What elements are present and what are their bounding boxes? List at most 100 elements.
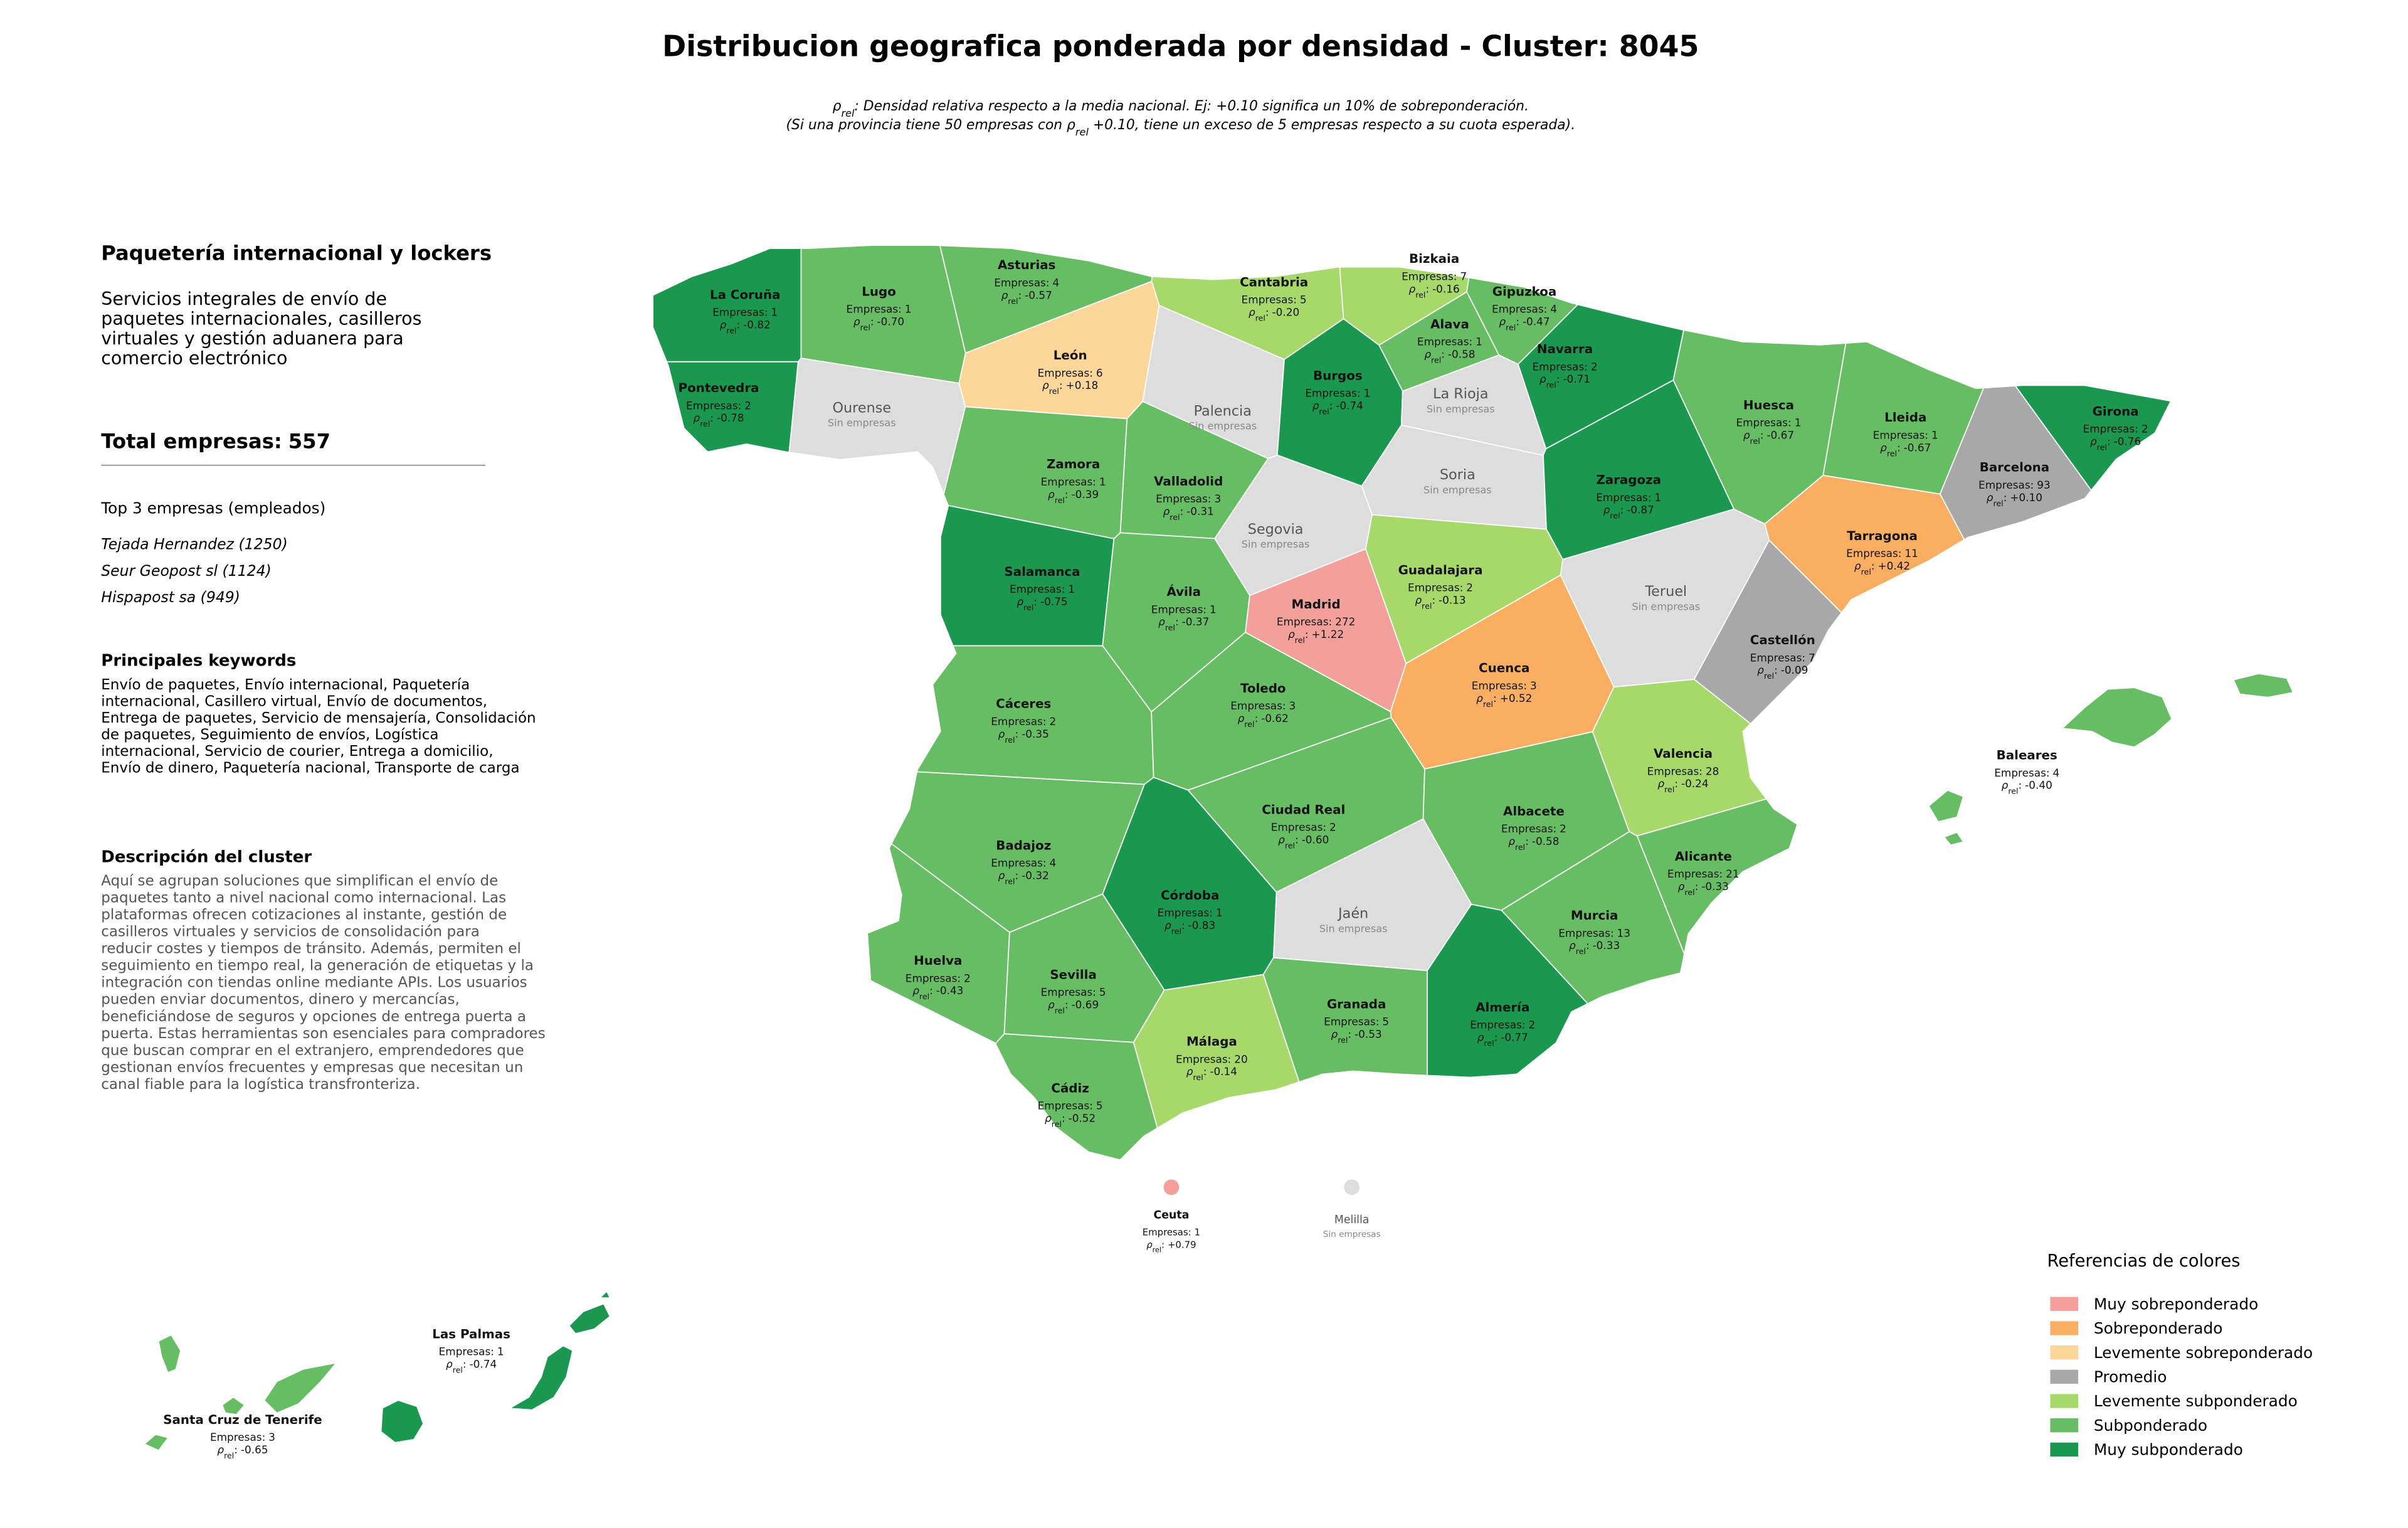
- rho-subscript: rel: [1861, 566, 1871, 576]
- province-name: Segovia: [1248, 521, 1304, 538]
- rho-subscript: rel: [726, 326, 736, 335]
- rho-value: -0.47: [1523, 315, 1550, 327]
- rho-value: -0.37: [1182, 615, 1210, 628]
- legend: Referencias de colores Muy sobreponderad…: [2047, 1251, 2313, 1458]
- note-line: ρrel: Densidad relativa respecto a la me…: [833, 98, 1529, 119]
- rho-line: ρrel: -0.53: [1331, 1028, 1382, 1045]
- empresas-value: 1: [1068, 583, 1075, 595]
- rho-line: ρrel: -0.76: [2090, 435, 2141, 451]
- info-panel: Paquetería internacional y lockers Total…: [100, 241, 545, 1093]
- rho-value: -0.20: [1272, 306, 1300, 319]
- empresas-label: Empresas:: [1472, 679, 1527, 692]
- empresas-label: Empresas:: [994, 276, 1049, 289]
- rho-colon: :: [1674, 777, 1678, 790]
- province-name: Baleares: [1997, 748, 2057, 763]
- empresas-label: Empresas:: [1417, 336, 1472, 348]
- empresas-label: Empresas:: [1558, 926, 1613, 939]
- rho-colon: :: [870, 315, 874, 327]
- no-data-label: Sin empresas: [1423, 484, 1492, 496]
- cluster-line: casilleros virtuales y servicios de cons…: [101, 924, 480, 940]
- empresas-label: Empresas:: [1242, 294, 1297, 306]
- rho-colon: :: [1774, 664, 1778, 676]
- rho-value: +0.79: [1168, 1239, 1196, 1250]
- province-name: Valencia: [1654, 746, 1713, 761]
- island: [221, 1396, 245, 1415]
- empresas-line: Empresas: 1: [1596, 491, 1661, 504]
- empresas-label: Empresas:: [1492, 303, 1547, 316]
- legend-swatch: [2050, 1297, 2079, 1311]
- rho-value: +0.42: [1877, 560, 1910, 572]
- empresas-value: 1: [905, 303, 912, 316]
- no-data-label: Sin empresas: [1427, 403, 1495, 415]
- province-name: Murcia: [1571, 908, 1619, 923]
- rho-line: ρrel: -0.58: [1508, 835, 1559, 852]
- rho-colon: :: [1620, 504, 1624, 516]
- rho-symbol: ρ: [1678, 880, 1685, 893]
- rho-subscript: rel: [1193, 1073, 1203, 1082]
- rho-symbol: ρ: [1880, 441, 1887, 454]
- city: [1163, 1179, 1180, 1196]
- rho-subscript: rel: [1008, 296, 1018, 305]
- empresas-line: Empresas: 5: [1242, 294, 1307, 306]
- province-name: Ciudad Real: [1262, 802, 1345, 817]
- rho-colon: :: [1062, 1112, 1065, 1125]
- rho-value: -0.14: [1210, 1065, 1237, 1078]
- rho-subscript: rel: [1338, 1035, 1348, 1044]
- rho-line: ρrel: -0.24: [1657, 777, 1708, 794]
- empresas-line: Empresas: 1: [712, 306, 778, 319]
- rho-subscript: rel: [1170, 512, 1180, 522]
- empresas-value: 1: [1654, 491, 1661, 504]
- empresas-value: 5: [1099, 986, 1106, 999]
- rho-symbol: ρ: [1477, 1031, 1484, 1044]
- province-name: Salamanca: [1004, 565, 1080, 579]
- rho-colon: :: [1516, 315, 1519, 327]
- rho-colon: :: [1033, 595, 1037, 608]
- rho-symbol: ρ: [1987, 491, 1993, 504]
- map-title: Distribucion geografica ponderada por de…: [662, 29, 1699, 63]
- empresas-line: Empresas: 6: [1038, 366, 1103, 379]
- total-value: 557: [288, 429, 330, 453]
- rho-line: ρrel: -0.60: [1278, 834, 1329, 851]
- rho-value: -0.67: [1904, 441, 1931, 454]
- empresas-line: Empresas: 2: [1501, 822, 1566, 835]
- empresas-value: 2: [964, 972, 971, 984]
- rho-symbol: ρ: [1045, 1112, 1052, 1125]
- empresas-value: 1: [1099, 475, 1106, 488]
- note-text: (Si una provincia tiene 50 empresas con: [786, 117, 1067, 133]
- empresas-label: Empresas:: [1143, 1227, 1191, 1238]
- empresas-line: Empresas: 2: [1271, 821, 1336, 834]
- legend-label: Promedio: [2094, 1368, 2167, 1386]
- legend-label: Muy sobreponderado: [2094, 1295, 2258, 1313]
- rho-value: -0.78: [717, 411, 744, 424]
- rho-symbol: ρ: [720, 318, 727, 331]
- rho-line: ρrel: -0.16: [1409, 282, 1460, 299]
- cluster-title: Descripción del cluster: [101, 847, 312, 866]
- keywords-title: Principales keywords: [101, 652, 296, 671]
- rho-value: -0.33: [1593, 939, 1620, 952]
- province-name: Toledo: [1240, 681, 1286, 696]
- province-name: Teruel: [1644, 583, 1687, 600]
- empresas-value: 1: [497, 1345, 504, 1358]
- legend-label: Muy subponderado: [2094, 1441, 2243, 1459]
- rho-line: ρrel: +0.79: [1146, 1239, 1196, 1253]
- rho-colon: :: [1265, 306, 1269, 319]
- empresas-value: 2: [2141, 423, 2148, 435]
- rho-subscript: rel: [1244, 719, 1254, 729]
- empresas-label: Empresas:: [2083, 423, 2138, 435]
- rho-value: -0.67: [1766, 429, 1794, 442]
- empresas-value: 4: [1550, 303, 1557, 316]
- legend-label: Levemente subponderado: [2094, 1392, 2298, 1410]
- rho-value: -0.13: [1439, 593, 1466, 606]
- rho-line: ρrel: -0.13: [1415, 593, 1465, 610]
- rho-subscript: rel: [2008, 786, 2018, 795]
- province-name: Zamora: [1047, 457, 1100, 472]
- empresas-label: Empresas:: [1041, 986, 1096, 999]
- rho-colon: :: [2019, 779, 2022, 792]
- rho-symbol: ρ: [1476, 692, 1483, 704]
- no-data-label: Sin empresas: [1242, 538, 1310, 550]
- rho-colon: :: [1760, 429, 1764, 442]
- rho-value: -0.65: [241, 1443, 268, 1456]
- province-name: Ávila: [1166, 585, 1201, 599]
- rho-colon: :: [2107, 435, 2111, 447]
